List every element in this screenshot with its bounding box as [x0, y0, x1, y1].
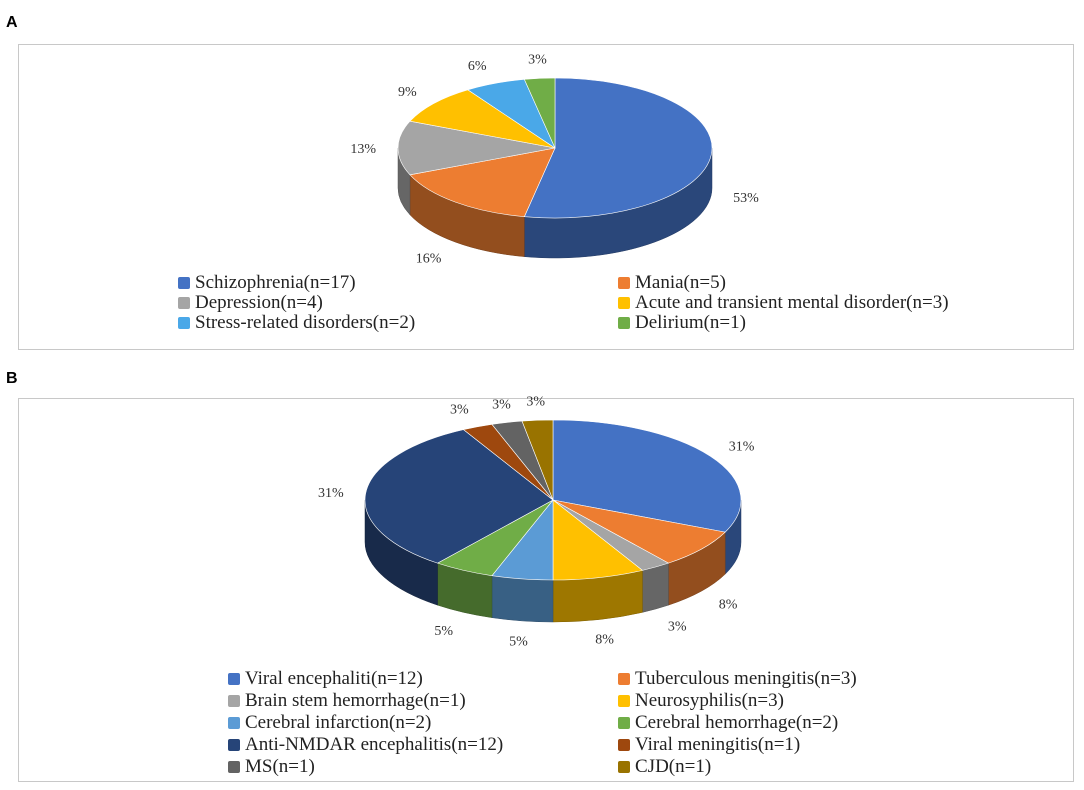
legend-b-item-4: Cerebral infarction(n=2) — [228, 712, 431, 734]
legend-a-item-0: Schizophrenia(n=17) — [178, 272, 356, 294]
pie-b-percent-label-0: 31% — [729, 439, 755, 454]
pie-b-side-4-0 — [491, 575, 554, 623]
legend-a-label-0: Schizophrenia(n=17) — [195, 272, 356, 293]
pie-b-slice-6 — [364, 429, 554, 564]
legend-a-swatch-1 — [618, 277, 630, 289]
pie-a-slice-0 — [523, 77, 713, 219]
legend-b-swatch-4 — [228, 717, 240, 729]
pie-a-percent-label-0: 53% — [733, 191, 759, 206]
pie-a-percent-label-3: 9% — [398, 85, 417, 100]
pie-b-percent-label-4: 5% — [509, 634, 528, 649]
legend-b-label-7: Viral meningitis(n=1) — [635, 734, 801, 755]
pie-a-slice-2 — [397, 120, 556, 176]
legend-b-item-8: MS(n=1) — [228, 756, 315, 778]
legend-b-label-1: Tuberculous meningitis(n=3) — [635, 668, 857, 689]
pie-a-slice-1 — [409, 147, 556, 217]
legend-b-item-1: Tuberculous meningitis(n=3) — [618, 668, 857, 690]
pie-b-side-2-0 — [642, 562, 669, 613]
legend-a-swatch-0 — [178, 277, 190, 289]
legend-b-label-3: Neurosyphilis(n=3) — [635, 690, 784, 711]
legend-b-label-4: Cerebral infarction(n=2) — [245, 712, 432, 733]
pie-b-percent-label-5: 5% — [434, 624, 453, 639]
pie-b-percent-label-8: 3% — [492, 397, 511, 412]
legend-b-swatch-8 — [228, 761, 240, 773]
legend-b-swatch-5 — [618, 717, 630, 729]
pie-b-percent-label-2: 3% — [668, 620, 687, 635]
legend-b-item-9: CJD(n=1) — [618, 756, 711, 778]
legend-b-item-2: Brain stem hemorrhage(n=1) — [228, 690, 466, 712]
pie-b-slice-1 — [552, 499, 726, 564]
pie-b-percent-label-9: 3% — [526, 395, 545, 410]
legend-b-item-0: Viral encephaliti(n=12) — [228, 668, 423, 690]
pie-b-slice-9 — [521, 419, 554, 501]
legend-a-swatch-3 — [618, 297, 630, 309]
legend-a-swatch-5 — [618, 317, 630, 329]
legend-a-swatch-2 — [178, 297, 190, 309]
panel-b-letter: B — [6, 370, 18, 387]
pie-a-percent-label-5: 3% — [528, 53, 547, 68]
pie-a-percent-label-2: 13% — [350, 142, 376, 157]
pie-b-percent-label-3: 8% — [595, 633, 614, 648]
legend-a-label-4: Stress-related disorders(n=2) — [195, 312, 416, 333]
legend-b-swatch-7 — [618, 739, 630, 751]
legend-a-item-5: Delirium(n=1) — [618, 312, 746, 334]
pie-a-percent-label-4: 6% — [468, 59, 487, 74]
legend-b-label-9: CJD(n=1) — [635, 756, 712, 777]
legend-b-item-7: Viral meningitis(n=1) — [618, 734, 800, 756]
legend-a-label-2: Depression(n=4) — [195, 292, 323, 313]
legend-b-swatch-9 — [618, 761, 630, 773]
panel-a-letter: A — [6, 14, 18, 31]
legend-b-label-6: Anti-NMDAR encephalitis(n=12) — [245, 734, 504, 755]
legend-b-swatch-1 — [618, 673, 630, 685]
legend-b-item-5: Cerebral hemorrhage(n=2) — [618, 712, 838, 734]
legend-a-label-3: Acute and transient mental disorder(n=3) — [635, 292, 949, 313]
pie-a-slice-3 — [409, 89, 556, 149]
legend-b-label-0: Viral encephaliti(n=12) — [245, 668, 423, 689]
pie-b-slice-0 — [552, 419, 742, 533]
legend-b-swatch-0 — [228, 673, 240, 685]
pie-b-percent-label-1: 8% — [719, 597, 738, 612]
legend-b-item-6: Anti-NMDAR encephalitis(n=12) — [228, 734, 503, 756]
pie-b-percent-label-6: 31% — [318, 486, 344, 501]
legend-b-swatch-3 — [618, 695, 630, 707]
legend-b-label-5: Cerebral hemorrhage(n=2) — [635, 712, 839, 733]
pie-a-percent-label-1: 16% — [416, 251, 442, 266]
legend-a-item-1: Mania(n=5) — [618, 272, 726, 294]
pie-b-percent-label-7: 3% — [450, 403, 469, 418]
legend-a-label-1: Mania(n=5) — [635, 272, 726, 293]
legend-a-swatch-4 — [178, 317, 190, 329]
legend-b-swatch-6 — [228, 739, 240, 751]
legend-a-item-3: Acute and transient mental disorder(n=3) — [618, 292, 949, 314]
legend-a-item-2: Depression(n=4) — [178, 292, 323, 314]
pie-a-slice-5 — [523, 77, 556, 149]
legend-b-swatch-2 — [228, 695, 240, 707]
pie-b-slice-3 — [552, 499, 644, 581]
legend-b-item-3: Neurosyphilis(n=3) — [618, 690, 784, 712]
legend-a-label-5: Delirium(n=1) — [635, 312, 746, 333]
legend-b-label-8: MS(n=1) — [245, 756, 315, 777]
legend-b-label-2: Brain stem hemorrhage(n=1) — [245, 690, 466, 711]
legend-a-item-4: Stress-related disorders(n=2) — [178, 312, 415, 334]
